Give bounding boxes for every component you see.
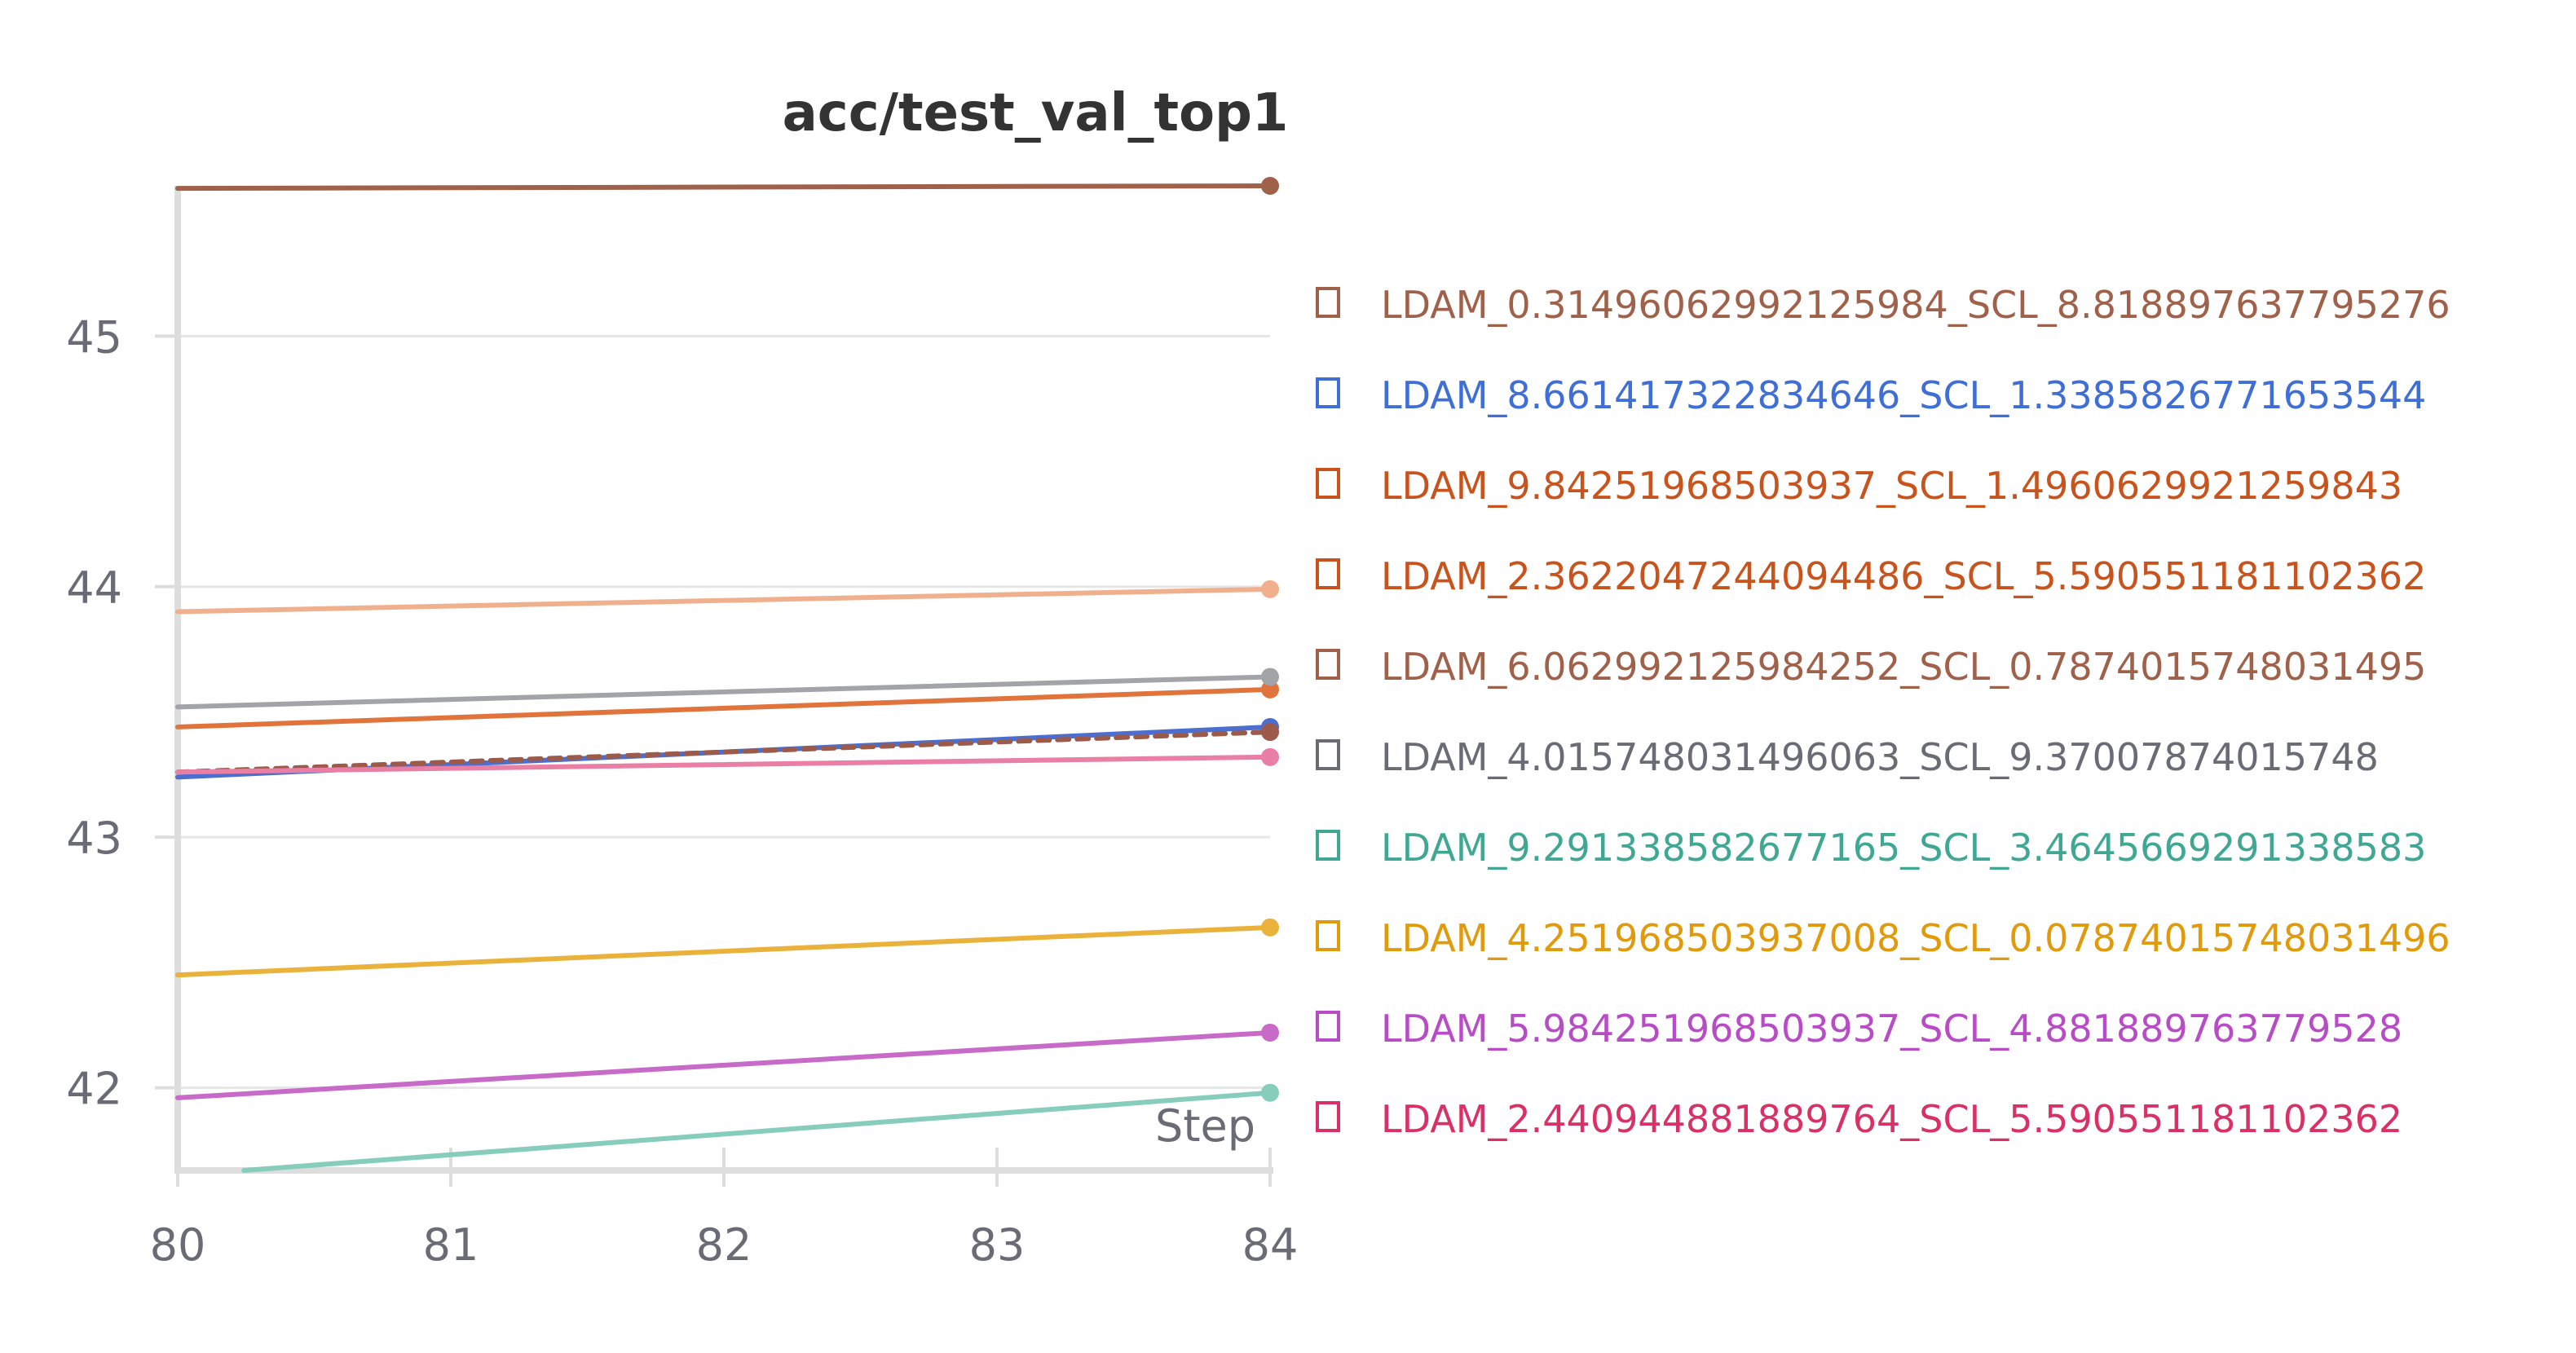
legend-label: LDAM_6.062992125984252_SCL_0.78740157480… — [1381, 645, 2426, 689]
legend-swatch-icon — [1316, 830, 1340, 861]
series-end-point-7[interactable] — [1261, 1083, 1279, 1102]
x-tick-label: 82 — [696, 1219, 752, 1271]
legend-label: LDAM_0.31496062992125984_SCL_8.818897637… — [1381, 283, 2450, 327]
series-line-3[interactable] — [175, 686, 1273, 729]
series-line-8[interactable] — [175, 924, 1273, 978]
legend-item[interactable]: LDAM_6.062992125984252_SCL_0.78740157480… — [1316, 645, 2426, 689]
x-tick-label: 83 — [969, 1219, 1026, 1271]
legend-item[interactable]: LDAM_4.015748031496063_SCL_9.37007874015… — [1316, 735, 2379, 779]
y-tick-label: 43 — [66, 813, 122, 864]
legend-label: LDAM_5.984251968503937_SCL_4.88188976377… — [1381, 1007, 2402, 1051]
legend-item[interactable]: LDAM_0.31496062992125984_SCL_8.818897637… — [1316, 283, 2450, 327]
series-line-5[interactable] — [175, 729, 1273, 775]
series-end-point-6[interactable] — [1261, 668, 1279, 686]
x-tick-label: 80 — [150, 1219, 206, 1271]
legend[interactable]: LDAM_0.31496062992125984_SCL_8.818897637… — [1316, 283, 2450, 1141]
legend-swatch-icon — [1316, 468, 1340, 499]
series-line-6[interactable] — [175, 674, 1273, 710]
legend-item[interactable]: LDAM_5.984251968503937_SCL_4.88188976377… — [1316, 1007, 2402, 1051]
series-line-4[interactable] — [175, 586, 1273, 615]
tick-labels: 42 43 44 45 80 81 82 83 84 — [66, 311, 1298, 1271]
y-tick-label: 45 — [66, 311, 122, 363]
legend-swatch-icon — [1316, 739, 1340, 770]
legend-item[interactable]: LDAM_4.251968503937008_SCL_0.07874015748… — [1316, 916, 2450, 960]
legend-label: LDAM_9.84251968503937_SCL_1.496062992125… — [1381, 464, 2402, 508]
series-end-point-3[interactable] — [1261, 680, 1279, 699]
legend-swatch-icon — [1316, 287, 1340, 318]
series-end-point-8[interactable] — [1261, 918, 1279, 937]
series-line-10[interactable] — [175, 754, 1273, 775]
legend-item[interactable]: LDAM_2.3622047244094486_SCL_5.5905511811… — [1316, 554, 2426, 598]
legend-label: LDAM_2.440944881889764_SCL_5.59055118110… — [1381, 1097, 2402, 1141]
series-line-7[interactable] — [241, 1090, 1273, 1173]
legend-swatch-icon — [1316, 558, 1340, 589]
legend-item[interactable]: LDAM_8.661417322834646_SCL_1.33858267716… — [1316, 373, 2426, 417]
legend-swatch-icon — [1316, 649, 1340, 680]
x-tick-label: 81 — [423, 1219, 479, 1271]
series-end-point-4[interactable] — [1261, 580, 1279, 598]
series-end-point-9[interactable] — [1261, 1023, 1279, 1042]
legend-item[interactable]: LDAM_9.84251968503937_SCL_1.496062992125… — [1316, 464, 2402, 508]
series-lines — [175, 177, 1279, 1173]
legend-swatch-icon — [1316, 1101, 1340, 1132]
legend-label: LDAM_4.251968503937008_SCL_0.07874015748… — [1381, 916, 2450, 960]
legend-swatch-icon — [1316, 377, 1340, 408]
series-end-point-1[interactable] — [1261, 177, 1279, 195]
legend-label: LDAM_2.3622047244094486_SCL_5.5905511811… — [1381, 554, 2426, 598]
series-end-point-10[interactable] — [1261, 747, 1279, 766]
legend-label: LDAM_9.291338582677165_SCL_3.46456692913… — [1381, 826, 2426, 870]
legend-item[interactable]: LDAM_9.291338582677165_SCL_3.46456692913… — [1316, 826, 2426, 870]
legend-label: LDAM_4.015748031496063_SCL_9.37007874015… — [1381, 735, 2379, 779]
chart-title: acc/test_val_top1 — [783, 83, 1289, 143]
series-line-9[interactable] — [175, 1029, 1273, 1100]
grid-lines — [178, 334, 1270, 1090]
x-tick-label: 84 — [1242, 1219, 1299, 1271]
series-end-point-5[interactable] — [1261, 723, 1279, 742]
y-tick-label: 44 — [66, 562, 122, 614]
series-line-1[interactable] — [175, 183, 1273, 192]
legend-item[interactable]: LDAM_2.440944881889764_SCL_5.59055118110… — [1316, 1097, 2402, 1141]
legend-swatch-icon — [1316, 920, 1340, 951]
x-axis-label: Step — [1155, 1100, 1255, 1152]
legend-swatch-icon — [1316, 1011, 1340, 1042]
y-tick-label: 42 — [66, 1064, 122, 1115]
legend-label: LDAM_8.661417322834646_SCL_1.33858267716… — [1381, 373, 2426, 417]
